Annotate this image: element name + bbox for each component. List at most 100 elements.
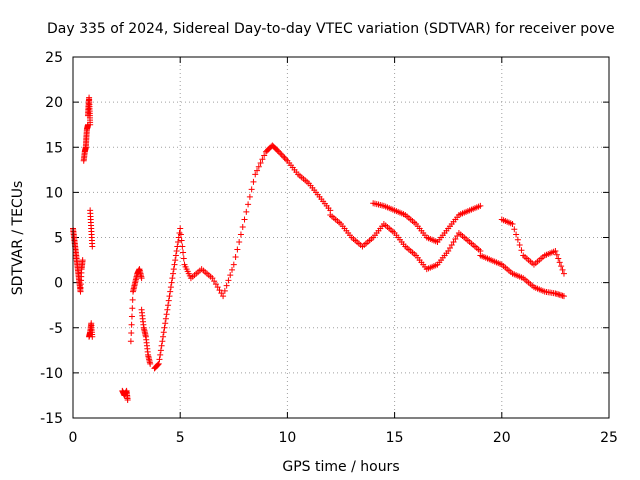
data-point bbox=[245, 201, 252, 208]
data-point bbox=[177, 231, 184, 238]
series-late-track-3 bbox=[477, 252, 567, 300]
data-point bbox=[261, 152, 268, 159]
data-point bbox=[445, 248, 452, 255]
data-point bbox=[168, 279, 175, 286]
data-point bbox=[170, 266, 177, 273]
data-point bbox=[446, 245, 453, 252]
data-point bbox=[128, 313, 135, 320]
data-point bbox=[560, 270, 567, 277]
x-tick-label: 5 bbox=[176, 430, 185, 446]
data-point bbox=[454, 232, 461, 239]
data-point bbox=[176, 229, 183, 236]
series-early-scatter bbox=[70, 225, 86, 295]
series-late-track-1 bbox=[327, 211, 484, 273]
data-point bbox=[162, 315, 169, 322]
data-point bbox=[211, 278, 218, 285]
data-point bbox=[280, 153, 287, 160]
data-point bbox=[147, 360, 154, 367]
data-point bbox=[281, 154, 288, 161]
data-point bbox=[163, 311, 170, 318]
data-point bbox=[221, 287, 228, 294]
grid bbox=[73, 57, 609, 418]
data-point bbox=[212, 281, 219, 288]
series-late-track-4 bbox=[498, 216, 567, 277]
data-point bbox=[179, 243, 186, 250]
series-early-mid bbox=[87, 207, 96, 250]
data-point bbox=[177, 225, 184, 232]
data-point bbox=[128, 330, 135, 337]
chart-title: Day 335 of 2024, Sidereal Day-to-day VTE… bbox=[47, 21, 615, 37]
data-point bbox=[239, 223, 246, 230]
data-point bbox=[124, 396, 131, 403]
data-point bbox=[513, 231, 520, 238]
data-point bbox=[209, 275, 216, 282]
data-point bbox=[165, 297, 172, 304]
data-point bbox=[161, 324, 168, 331]
data-point bbox=[178, 237, 185, 244]
data-point bbox=[129, 296, 136, 303]
data-point bbox=[243, 208, 250, 215]
y-tick-label: 0 bbox=[54, 276, 63, 292]
data-point bbox=[448, 242, 455, 249]
x-tick-label: 0 bbox=[69, 430, 78, 446]
data-point bbox=[180, 249, 187, 256]
data-point bbox=[552, 248, 559, 255]
data-point bbox=[225, 277, 232, 284]
data-point bbox=[254, 167, 261, 174]
data-point bbox=[172, 257, 179, 264]
series-segment-3h5 bbox=[138, 306, 154, 367]
data-point bbox=[250, 178, 257, 185]
data-point bbox=[127, 338, 134, 345]
data-point bbox=[237, 231, 244, 238]
y-tick-label: 5 bbox=[54, 231, 63, 247]
data-point bbox=[227, 272, 234, 279]
data-point bbox=[175, 239, 182, 246]
y-tick-label: -15 bbox=[40, 411, 63, 427]
y-tick-labels: -15 -10 -5 0 5 10 15 20 25 bbox=[40, 50, 63, 427]
data-point bbox=[509, 220, 516, 227]
data-point bbox=[452, 236, 459, 243]
data-point bbox=[255, 163, 262, 170]
y-tick-label: 20 bbox=[45, 95, 63, 111]
x-axis-title: GPS time / hours bbox=[282, 459, 399, 475]
data-point bbox=[230, 261, 237, 268]
y-axis-title: SDTVAR / TECUs bbox=[10, 181, 26, 296]
data-point bbox=[257, 160, 264, 167]
x-tick-label: 15 bbox=[386, 430, 404, 446]
data-point bbox=[180, 255, 187, 262]
data-point bbox=[129, 305, 136, 312]
y-tick-label: 15 bbox=[45, 140, 63, 156]
data-point bbox=[174, 243, 181, 250]
data-point bbox=[167, 284, 174, 291]
data-point bbox=[278, 151, 285, 158]
data-point bbox=[160, 333, 167, 340]
data-point bbox=[138, 275, 145, 282]
data-point bbox=[223, 282, 230, 289]
data-point bbox=[229, 266, 236, 273]
series-dip-2h bbox=[119, 387, 131, 403]
series-main-arc bbox=[151, 142, 334, 372]
series-early-spike-a bbox=[80, 121, 92, 164]
data-point bbox=[236, 239, 243, 246]
data-point bbox=[175, 234, 182, 241]
data-point bbox=[160, 329, 167, 336]
data-point bbox=[156, 356, 163, 363]
plot-frame bbox=[72, 56, 610, 419]
data-point bbox=[516, 242, 523, 249]
data-point bbox=[252, 171, 259, 178]
series-late-track-2 bbox=[370, 200, 484, 246]
data-point bbox=[79, 257, 86, 264]
data-point bbox=[232, 254, 239, 261]
x-tick-labels: 0 5 10 15 20 25 bbox=[69, 430, 618, 446]
data-point bbox=[218, 290, 225, 297]
data-point bbox=[234, 246, 241, 253]
data-point bbox=[248, 186, 255, 193]
data-point bbox=[89, 333, 96, 340]
data-point bbox=[165, 302, 172, 309]
data-point bbox=[173, 248, 180, 255]
data-point bbox=[214, 284, 221, 291]
data-point bbox=[559, 266, 566, 273]
data-point bbox=[166, 293, 173, 300]
data-point bbox=[511, 226, 518, 233]
